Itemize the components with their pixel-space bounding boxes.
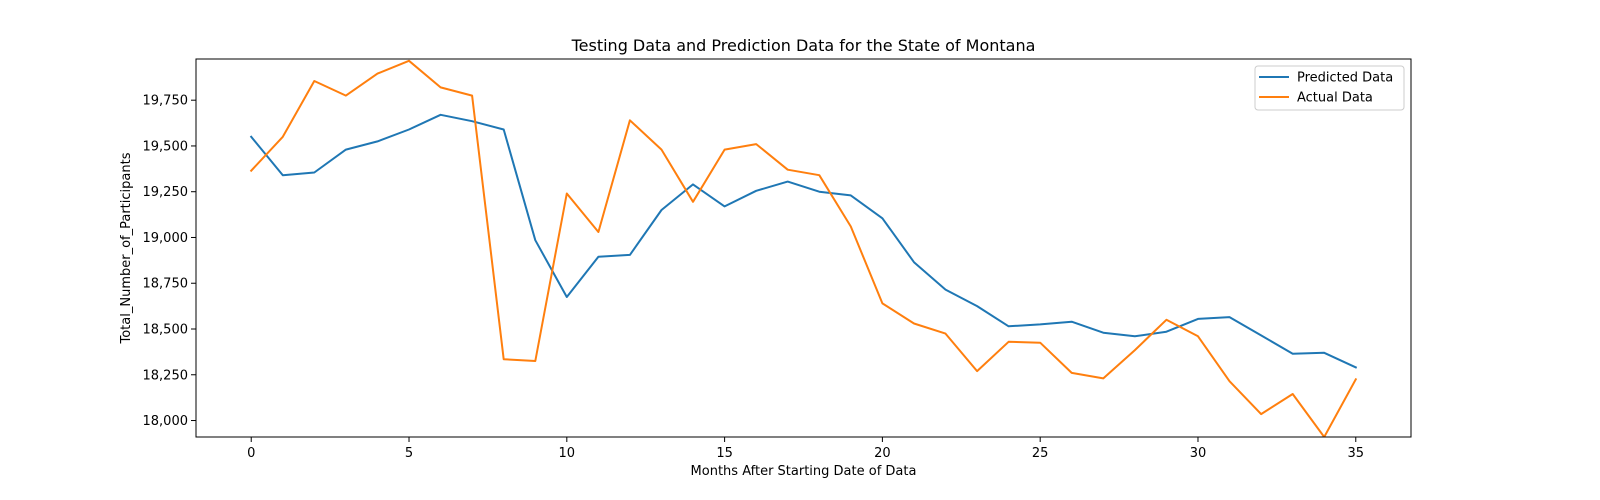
series-lines: [249, 59, 1358, 437]
y-tick-label: 19,250: [143, 185, 189, 200]
x-tick-label: 10: [559, 446, 576, 461]
y-tick-label: 18,000: [143, 414, 189, 429]
y-tick-label: 19,500: [143, 139, 189, 154]
series-line-actual: [249, 59, 1358, 437]
x-tick-label: 0: [247, 446, 255, 461]
y-tick-label: 18,750: [143, 277, 189, 292]
x-axis-title: Months After Starting Date of Data: [691, 464, 917, 479]
x-tick-label: 35: [1347, 446, 1364, 461]
x-tick-label: 30: [1190, 446, 1207, 461]
x-tick-label: 25: [1032, 446, 1049, 461]
y-tick-label: 19,000: [143, 231, 189, 246]
plot-frame: [195, 58, 1412, 438]
legend: Predicted Data Actual Data: [1254, 65, 1405, 111]
legend-box: [1254, 65, 1405, 111]
legend-label-predicted: Predicted Data: [1297, 71, 1393, 86]
y-tick-label: 18,500: [143, 323, 189, 338]
x-tick-label: 15: [716, 446, 733, 461]
x-tick-label: 5: [405, 446, 413, 461]
y-tick-label: 18,250: [143, 368, 189, 383]
series-line-predicted: [249, 113, 1358, 369]
y-axis-ticks: 18,000 18,250 18,500 18,750 19,000 19,250 19,5…: [143, 94, 196, 429]
y-tick-label: 19,750: [143, 94, 189, 109]
y-axis-title: Total_Number_of_Participants: [119, 152, 134, 344]
x-tick-label: 20: [874, 446, 891, 461]
chart-title: Testing Data and Prediction Data for the…: [571, 36, 1036, 55]
legend-label-actual: Actual Data: [1297, 91, 1373, 106]
x-axis-ticks: 0 5 10 15 20 25 30 35: [247, 437, 1364, 461]
